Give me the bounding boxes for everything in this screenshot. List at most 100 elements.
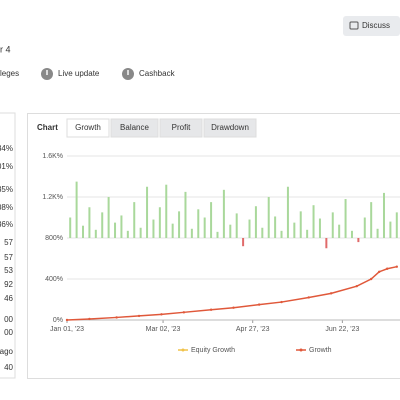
- point: [88, 317, 91, 321]
- bar: [216, 231, 219, 238]
- discuss-label[interactable]: Discuss: [362, 21, 390, 30]
- stat-value: ago: [0, 347, 14, 356]
- bar: [210, 202, 213, 238]
- bar: [107, 197, 110, 238]
- bar: [286, 186, 289, 238]
- y-tick-label: 400%: [45, 276, 63, 283]
- bar: [261, 227, 264, 238]
- bar: [382, 192, 385, 238]
- bar: [248, 219, 251, 238]
- point: [377, 270, 381, 274]
- bar: [171, 223, 174, 238]
- tab[interactable]: [203, 118, 257, 138]
- bar: [178, 211, 181, 238]
- info-icon-mark: [46, 70, 48, 75]
- tab[interactable]: [159, 118, 203, 138]
- y-tick-label: 800%: [45, 235, 63, 242]
- bar: [94, 229, 97, 238]
- bar: [376, 228, 379, 238]
- bar: [158, 207, 161, 238]
- bar: [350, 230, 353, 238]
- bar: [338, 224, 341, 238]
- bar: [203, 217, 206, 238]
- legend-label[interactable]: Growth: [309, 347, 332, 354]
- bar: [274, 216, 277, 238]
- bar: [126, 230, 129, 238]
- bar: [165, 184, 168, 238]
- tab[interactable]: [110, 118, 159, 138]
- y-tick-label: 1.2K%: [42, 194, 63, 201]
- info-icon-mark: [127, 70, 129, 75]
- bar: [101, 212, 104, 238]
- tab-text[interactable]: Balance: [120, 123, 149, 132]
- bar: [120, 215, 123, 238]
- bar: [69, 217, 72, 238]
- bar: [235, 213, 238, 238]
- badge: leges: [0, 69, 19, 78]
- stat-value: 53: [4, 266, 13, 275]
- bar: [152, 219, 155, 238]
- legend-label[interactable]: Equity Growth: [191, 347, 235, 354]
- tab-text[interactable]: Profit: [172, 123, 191, 132]
- badge[interactable]: Live update: [58, 69, 100, 78]
- badge[interactable]: Cashback: [139, 69, 176, 78]
- page-title: r 4: [0, 44, 11, 54]
- point: [115, 316, 118, 319]
- point: [395, 265, 398, 268]
- stat-value: 40: [4, 363, 13, 372]
- bar: [254, 206, 257, 238]
- stats-panel: [0, 112, 16, 379]
- legend-dot: [299, 348, 303, 352]
- bar: [114, 222, 117, 238]
- point: [369, 277, 373, 281]
- stat-value: 46: [4, 294, 13, 303]
- tab[interactable]: [66, 118, 110, 138]
- bar: [133, 202, 136, 238]
- point: [209, 308, 213, 311]
- bar: [280, 230, 283, 238]
- tab-text[interactable]: Drawdown: [211, 123, 249, 132]
- bar: [197, 209, 200, 238]
- point: [232, 306, 235, 309]
- bar: [318, 218, 321, 238]
- bar: [75, 181, 78, 238]
- stat-value: 92: [4, 280, 13, 289]
- bar: [242, 238, 245, 247]
- growth-line: [66, 265, 397, 321]
- x-tick-label: Apr 27, '23: [236, 326, 270, 333]
- point: [65, 318, 69, 322]
- bar: [312, 205, 315, 238]
- stat-value: 34%: [0, 144, 13, 153]
- stat-value: 01%: [0, 162, 13, 171]
- bar: [299, 211, 302, 238]
- bar: [325, 238, 328, 249]
- bar: [363, 217, 366, 238]
- bar: [229, 224, 232, 238]
- point: [355, 284, 358, 288]
- point: [307, 296, 310, 299]
- point: [280, 300, 283, 304]
- bar: [146, 186, 149, 238]
- bar: [389, 221, 392, 238]
- discuss-button[interactable]: [343, 16, 400, 36]
- point: [329, 292, 333, 295]
- bar: [184, 191, 187, 238]
- bar: [344, 199, 347, 238]
- bar: [88, 207, 91, 238]
- x-tick-label: Jan 01, '23: [50, 326, 84, 333]
- stat-value: 35%: [0, 185, 13, 194]
- stat-value: 57: [4, 238, 13, 247]
- bar: [222, 189, 225, 238]
- point: [385, 267, 389, 270]
- tab-text[interactable]: Growth: [75, 123, 101, 132]
- point: [137, 314, 141, 318]
- bar: [306, 229, 309, 238]
- y-tick-label: 0%: [53, 317, 63, 324]
- bar: [357, 238, 360, 243]
- discuss-icon: [349, 21, 359, 30]
- chart-panel: [27, 113, 400, 379]
- bar: [82, 225, 85, 238]
- x-tick-label: Jun 22, '23: [325, 326, 359, 333]
- x-tick-label: Mar 02, '23: [146, 326, 181, 333]
